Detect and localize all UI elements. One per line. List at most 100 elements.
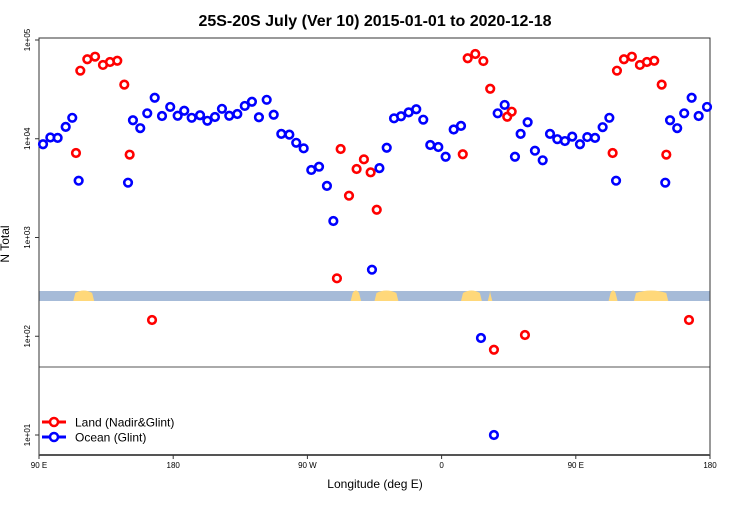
ocean-data-point [209, 111, 221, 123]
ocean-data-point [313, 161, 325, 172]
ocean-data-point [604, 112, 615, 123]
x-tick-label: 180 [167, 461, 181, 470]
y-tick-label: 1e+04 [23, 127, 32, 150]
land-data-point [607, 147, 618, 159]
land-data-point [478, 55, 489, 67]
ocean-data-point [522, 117, 533, 128]
ocean-data-point [597, 122, 608, 133]
land-data-point [683, 314, 695, 326]
land-data-point [618, 54, 630, 65]
ocean-data-point [232, 108, 243, 120]
data-points [37, 48, 713, 441]
legend-item-land: Land (Nadir&Glint) [42, 416, 174, 430]
ocean-data-point [395, 111, 407, 122]
ocean-data-point [306, 164, 317, 176]
ocean-data-point [589, 132, 601, 144]
ocean-data-point [544, 128, 556, 139]
ocean-data-point [381, 142, 392, 153]
ocean-data-point [253, 112, 265, 123]
y-tick-label: 1e+01 [23, 423, 32, 446]
ocean-data-point [418, 114, 429, 125]
ocean-data-point [455, 120, 467, 131]
land-data-point [649, 55, 660, 66]
ocean-data-point [37, 139, 49, 150]
land-data-point [343, 190, 355, 201]
y-tick-label: 1e+05 [23, 28, 32, 51]
ocean-data-point [186, 112, 197, 123]
ocean-data-point [425, 139, 436, 151]
ocean-data-point [298, 143, 309, 154]
land-segment [487, 290, 493, 301]
ocean-data-point [574, 139, 586, 150]
land-data-point [485, 83, 496, 94]
land-data-point [371, 204, 382, 215]
land-data-point [75, 65, 86, 76]
land-segment [350, 290, 362, 301]
land-data-point [611, 65, 623, 76]
ocean-data-point [559, 135, 571, 147]
land-data-point [70, 147, 82, 159]
ocean-data-point [142, 108, 153, 119]
ocean-data-point [194, 110, 206, 121]
legend-label-land: Land (Nadir&Glint) [75, 416, 174, 430]
ocean-data-point [411, 104, 422, 115]
ocean-data-point [149, 92, 160, 103]
y-axis-ticks: 1e+05 1e+04 1e+03 1e+02 1e+01 [23, 28, 39, 446]
ocean-data-point [672, 123, 683, 134]
ocean-data-point [679, 108, 690, 119]
land-data-point [365, 167, 376, 178]
ocean-data-point [693, 110, 704, 122]
ocean-data-point [366, 264, 378, 275]
ocean-data-point [433, 141, 444, 153]
land-data-point [351, 163, 362, 175]
land-data-point [457, 149, 468, 160]
ocean-data-point [321, 180, 333, 192]
ocean-data-point [529, 145, 541, 156]
legend-marker-land [48, 416, 60, 428]
ocean-data-point [246, 96, 258, 107]
ocean-data-point [567, 131, 578, 142]
x-tick-label: 180 [703, 461, 717, 470]
land-data-point [146, 314, 158, 326]
plot-frame [38, 37, 711, 456]
ocean-data-point [284, 129, 295, 140]
land-data-point [661, 149, 672, 160]
land-data-point [656, 79, 667, 90]
land-data-point [358, 154, 370, 165]
land-segment [374, 290, 399, 301]
ocean-data-point [492, 108, 503, 119]
land-data-point [470, 48, 481, 60]
legend-label-ocean: Ocean (Glint) [75, 431, 146, 445]
land-data-point [331, 273, 343, 284]
land-segment [608, 290, 618, 301]
ocean-data-point [374, 163, 385, 174]
land-data-point [89, 51, 101, 62]
land-data-point [506, 106, 517, 117]
ocean-data-point [60, 121, 71, 132]
ocean-data-point [686, 92, 697, 103]
land-data-point [488, 344, 500, 355]
ocean-data-point [52, 132, 63, 144]
land-data-point [462, 53, 473, 64]
ocean-data-point [537, 155, 548, 166]
land-data-point [119, 79, 130, 90]
legend-item-ocean: Ocean (Glint) [42, 431, 146, 445]
ocean-data-point [291, 137, 302, 148]
ocean-data-point [328, 215, 339, 227]
ocean-data-point [488, 429, 500, 441]
y-axis-label: N Total [0, 225, 12, 262]
land-data-point [124, 149, 135, 160]
ocean-data-point [268, 109, 279, 120]
land-data-point [335, 143, 346, 155]
ocean-data-point [475, 332, 487, 344]
land-data-point [112, 55, 123, 66]
ocean-data-point [172, 110, 183, 121]
ocean-data-point [73, 175, 84, 186]
ocean-data-point [202, 115, 213, 126]
ocean-data-point [610, 175, 622, 186]
land-segment [633, 290, 669, 301]
ocean-data-point [261, 94, 272, 105]
x-tick-label: 90 W [298, 461, 317, 470]
ocean-data-point [165, 101, 176, 113]
